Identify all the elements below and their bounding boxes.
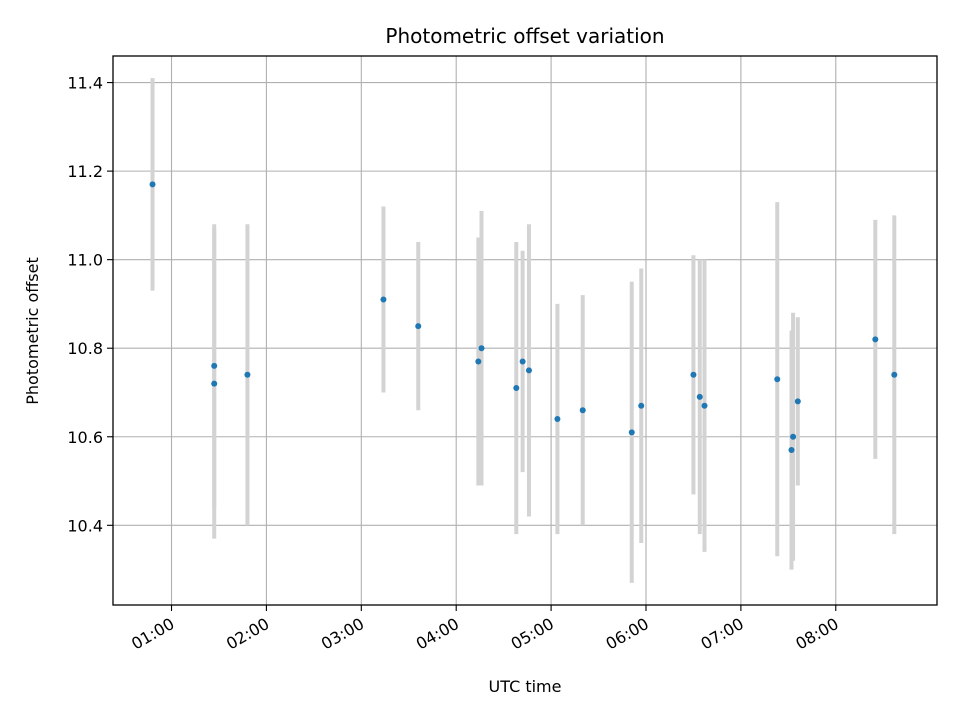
x-axis-label: UTC time — [489, 677, 562, 696]
data-points — [149, 181, 898, 454]
data-point — [774, 376, 781, 383]
grid — [113, 56, 937, 605]
data-point — [872, 336, 879, 343]
y-tick-label: 10.8 — [67, 339, 103, 358]
x-tick-label: 01:00 — [128, 614, 177, 654]
y-axis-label: Photometric offset — [23, 257, 42, 405]
y-axis-ticks: 10.4 10.6 10.8 11.0 11.2 11.4 — [67, 74, 113, 535]
y-tick-label: 10.6 — [67, 428, 103, 447]
data-point — [554, 416, 561, 423]
x-axis-ticks: 01:00 02:00 03:00 04:00 05:00 06:00 07:00 08:00 — [128, 605, 842, 654]
x-tick-label: 07:00 — [697, 614, 746, 654]
plot-frame — [112, 55, 938, 606]
data-point — [211, 362, 218, 369]
data-point — [513, 385, 520, 392]
data-point — [149, 181, 156, 188]
x-tick-label: 03:00 — [318, 614, 367, 654]
data-point — [244, 371, 251, 378]
data-point — [788, 447, 795, 454]
error-bars — [150, 78, 897, 583]
data-point — [690, 371, 697, 378]
y-tick-label: 11.0 — [67, 251, 103, 270]
data-point — [525, 367, 532, 374]
y-tick-label: 11.4 — [67, 74, 103, 93]
data-point — [579, 407, 586, 414]
data-point — [638, 402, 645, 409]
data-point — [519, 358, 526, 365]
data-point — [211, 380, 218, 387]
data-point — [475, 358, 482, 365]
data-point — [794, 398, 801, 405]
data-point — [478, 345, 485, 352]
data-point — [415, 323, 422, 330]
chart-title: Photometric offset variation — [385, 24, 664, 48]
x-tick-label: 05:00 — [508, 614, 557, 654]
x-tick-label: 02:00 — [223, 614, 272, 654]
data-point — [701, 402, 708, 409]
y-tick-label: 11.2 — [67, 162, 103, 181]
data-point — [790, 433, 797, 440]
data-point — [628, 429, 635, 436]
x-tick-label: 08:00 — [792, 614, 841, 654]
x-tick-label: 06:00 — [603, 614, 652, 654]
data-point — [380, 296, 387, 303]
x-tick-label: 04:00 — [413, 614, 462, 654]
y-tick-label: 10.4 — [67, 516, 103, 535]
data-point — [696, 393, 703, 400]
data-point — [891, 371, 898, 378]
